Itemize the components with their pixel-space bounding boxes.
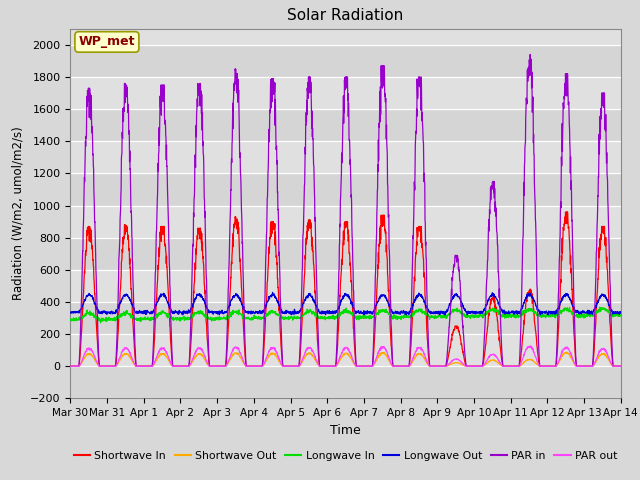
- Bar: [70, 366, 621, 398]
- Bar: [70, 173, 621, 205]
- Title: Solar Radiation: Solar Radiation: [287, 9, 404, 24]
- Bar: [70, 302, 621, 334]
- Y-axis label: Radiation (W/m2, umol/m2/s): Radiation (W/m2, umol/m2/s): [12, 127, 24, 300]
- Legend: Shortwave In, Shortwave Out, Longwave In, Longwave Out, PAR in, PAR out: Shortwave In, Shortwave Out, Longwave In…: [70, 446, 621, 465]
- Bar: [70, 45, 621, 77]
- Bar: [70, 109, 621, 141]
- Bar: [70, 238, 621, 270]
- Text: WP_met: WP_met: [79, 36, 135, 48]
- X-axis label: Time: Time: [330, 424, 361, 437]
